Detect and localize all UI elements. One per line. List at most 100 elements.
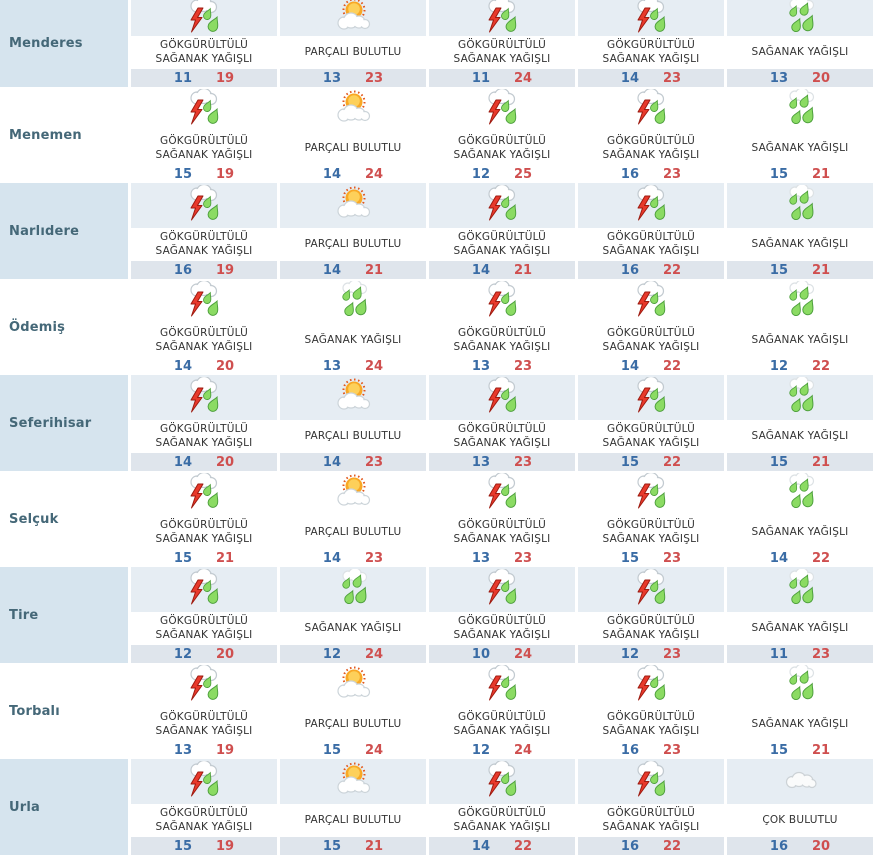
temperature-strip: 14 20	[131, 453, 277, 471]
max-temp: 24	[514, 646, 533, 662]
min-temp: 14	[471, 838, 490, 854]
weather-icon-area	[131, 663, 277, 708]
temperature-strip: 15 22	[578, 453, 724, 471]
forecast-day-cell: GÖKGÜRÜLTÜLÜ SAĞANAK YAĞIŞLI 14 23	[578, 0, 724, 87]
condition-label: PARÇALI BULUTLU	[280, 516, 426, 549]
max-temp: 22	[663, 838, 682, 854]
weather-icon-area	[429, 567, 575, 612]
district-row: Selçuk GÖKGÜRÜLTÜLÜ SAĞANAK YAĞIŞLI 15 2…	[0, 471, 876, 567]
district-name-cell[interactable]: Narlıdere	[0, 183, 128, 279]
forecast-day-cell: GÖKGÜRÜLTÜLÜ SAĞANAK YAĞIŞLI 16 22	[578, 183, 724, 279]
min-temp: 12	[471, 742, 490, 758]
min-temp: 15	[769, 262, 788, 278]
weather-icon-area	[578, 0, 724, 36]
min-temp: 15	[769, 742, 788, 758]
min-temp: 16	[620, 166, 639, 182]
condition-label: SAĞANAK YAĞIŞLI	[727, 420, 873, 453]
min-temp: 13	[471, 550, 490, 566]
district-row: Seferihisar GÖKGÜRÜLTÜLÜ SAĞANAK YAĞIŞLI…	[0, 375, 876, 471]
min-temp: 12	[173, 646, 192, 662]
temperature-strip: 12 24	[429, 741, 575, 759]
max-temp: 23	[663, 742, 682, 758]
min-temp: 10	[471, 646, 490, 662]
district-forecast-days: GÖKGÜRÜLTÜLÜ SAĞANAK YAĞIŞLI 16 19 PARÇA…	[131, 183, 876, 279]
forecast-day-cell: GÖKGÜRÜLTÜLÜ SAĞANAK YAĞIŞLI 12 24	[429, 663, 575, 759]
min-temp: 11	[173, 70, 192, 86]
temperature-strip: 13 23	[429, 357, 575, 375]
condition-label: SAĞANAK YAĞIŞLI	[727, 612, 873, 645]
condition-label: PARÇALI BULUTLU	[280, 228, 426, 261]
thunderstorm-icon	[181, 87, 227, 131]
weather-icon-area	[727, 87, 873, 132]
weather-icon-area	[578, 375, 724, 420]
max-temp: 19	[216, 166, 235, 182]
min-temp: 15	[769, 454, 788, 470]
weather-icon-area	[727, 183, 873, 228]
condition-label: GÖKGÜRÜLTÜLÜ SAĞANAK YAĞIŞLI	[578, 420, 724, 453]
weather-icon-area	[280, 663, 426, 708]
forecast-day-cell: GÖKGÜRÜLTÜLÜ SAĞANAK YAĞIŞLI 12 25	[429, 87, 575, 183]
condition-label: GÖKGÜRÜLTÜLÜ SAĞANAK YAĞIŞLI	[429, 324, 575, 357]
district-name-cell[interactable]: Seferihisar	[0, 375, 128, 471]
district-name-cell[interactable]: Menemen	[0, 87, 128, 183]
district-forecast-days: GÖKGÜRÜLTÜLÜ SAĞANAK YAĞIŞLI 15 21 PARÇA…	[131, 471, 876, 567]
min-temp: 12	[322, 646, 341, 662]
district-name-cell[interactable]: Tire	[0, 567, 128, 663]
min-temp: 14	[769, 550, 788, 566]
temperature-strip: 15 21	[727, 261, 873, 279]
district-name-cell[interactable]: Torbalı	[0, 663, 128, 759]
weather-icon-area	[578, 279, 724, 324]
forecast-day-cell: PARÇALI BULUTLU 14 23	[280, 375, 426, 471]
condition-label: SAĞANAK YAĞIŞLI	[727, 516, 873, 549]
rain-shower-icon	[330, 567, 376, 611]
min-temp: 16	[173, 262, 192, 278]
district-name-cell[interactable]: Urla	[0, 759, 128, 855]
thunderstorm-icon	[181, 663, 227, 707]
temperature-strip: 11 19	[131, 69, 277, 87]
rain-shower-icon	[777, 0, 823, 36]
forecast-day-cell: GÖKGÜRÜLTÜLÜ SAĞANAK YAĞIŞLI 13 23	[429, 471, 575, 567]
weather-icon-area	[727, 0, 873, 36]
temperature-strip: 12 23	[578, 645, 724, 663]
temperature-strip: 16 23	[578, 741, 724, 759]
forecast-day-cell: GÖKGÜRÜLTÜLÜ SAĞANAK YAĞIŞLI 14 20	[131, 375, 277, 471]
district-name-cell[interactable]: Selçuk	[0, 471, 128, 567]
weather-icon-area	[280, 567, 426, 612]
max-temp: 23	[663, 646, 682, 662]
temperature-strip: 10 24	[429, 645, 575, 663]
condition-label: SAĞANAK YAĞIŞLI	[727, 36, 873, 69]
forecast-day-cell: SAĞANAK YAĞIŞLI 13 20	[727, 0, 873, 87]
max-temp: 22	[812, 358, 831, 374]
max-temp: 23	[663, 550, 682, 566]
weather-icon-area	[131, 279, 277, 324]
min-temp: 16	[769, 838, 788, 854]
temperature-strip: 14 23	[280, 549, 426, 567]
min-temp: 16	[620, 838, 639, 854]
district-name: Seferihisar	[9, 415, 92, 431]
weather-icon-area	[429, 375, 575, 420]
condition-label: GÖKGÜRÜLTÜLÜ SAĞANAK YAĞIŞLI	[131, 420, 277, 453]
district-name-cell[interactable]: Ödemiş	[0, 279, 128, 375]
condition-label: GÖKGÜRÜLTÜLÜ SAĞANAK YAĞIŞLI	[131, 516, 277, 549]
partly-cloudy-icon	[330, 89, 376, 131]
weather-icon-area	[727, 471, 873, 516]
max-temp: 21	[812, 742, 831, 758]
district-name-cell[interactable]: Menderes	[0, 0, 128, 87]
weather-icon-area	[429, 183, 575, 228]
temperature-strip: 15 24	[280, 741, 426, 759]
condition-label: SAĞANAK YAĞIŞLI	[727, 132, 873, 165]
temperature-strip: 15 21	[727, 741, 873, 759]
district-forecast-days: GÖKGÜRÜLTÜLÜ SAĞANAK YAĞIŞLI 15 19 PARÇA…	[131, 87, 876, 183]
temperature-strip: 13 20	[727, 69, 873, 87]
forecast-day-cell: GÖKGÜRÜLTÜLÜ SAĞANAK YAĞIŞLI 12 20	[131, 567, 277, 663]
temperature-strip: 16 23	[578, 165, 724, 183]
temperature-strip: 15 19	[131, 165, 277, 183]
min-temp: 15	[769, 166, 788, 182]
condition-label: GÖKGÜRÜLTÜLÜ SAĞANAK YAĞIŞLI	[429, 228, 575, 261]
temperature-strip: 13 19	[131, 741, 277, 759]
district-forecast-days: GÖKGÜRÜLTÜLÜ SAĞANAK YAĞIŞLI 15 19 PARÇA…	[131, 759, 876, 855]
weather-icon-area	[429, 663, 575, 708]
condition-label: SAĞANAK YAĞIŞLI	[727, 228, 873, 261]
min-temp: 15	[620, 550, 639, 566]
